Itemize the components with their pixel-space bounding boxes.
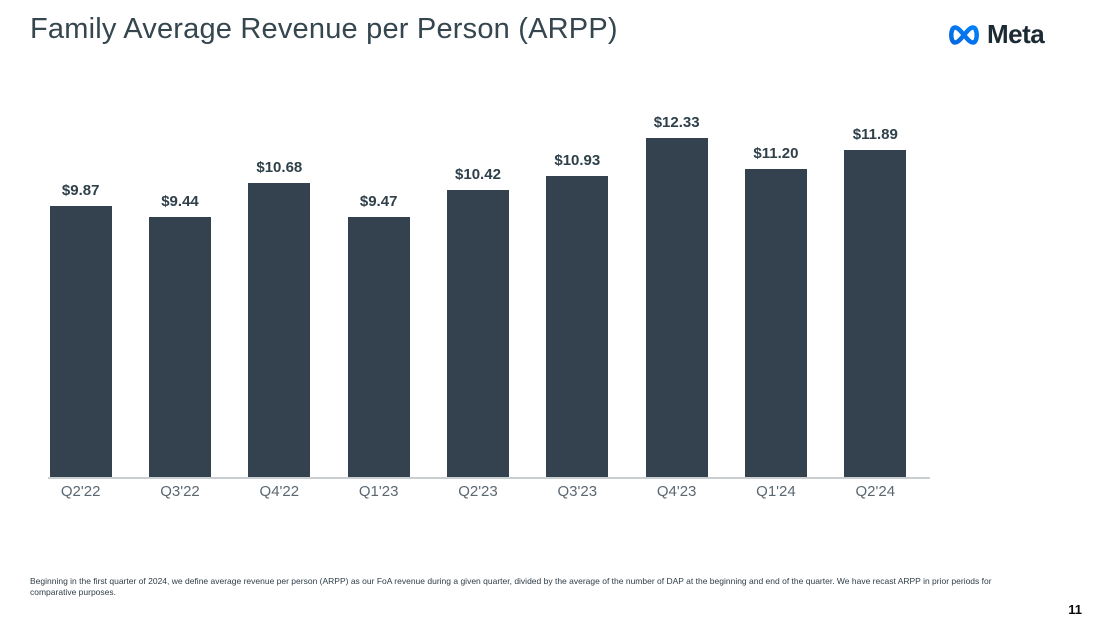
meta-infinity-icon (949, 24, 979, 45)
x-axis-tick-label: Q1'24 (756, 483, 796, 500)
meta-logo: Meta (946, 19, 1045, 50)
bar-value-label: $10.93 (554, 152, 601, 169)
bar-column: $9.87 (31, 97, 130, 477)
bar-value-label: $12.33 (653, 114, 700, 131)
bar-column: $11.89 (826, 97, 925, 477)
bar-value-label: $11.20 (753, 145, 799, 162)
bar (148, 217, 211, 477)
bar-value-label: $10.42 (455, 166, 501, 183)
footnote: Beginning in the first quarter of 2024, … (30, 576, 992, 598)
bar-value-label: $9.47 (359, 193, 398, 210)
bar-column: $9.47 (329, 97, 428, 477)
arpp-bar-chart: $9.87 $9.44 $10.68 $9.47 $10.42 $10.93 $12.33 $… (31, 97, 925, 477)
bar (645, 138, 708, 477)
bar-column: $9.44 (130, 97, 229, 477)
bar-value-label: $11.89 (852, 126, 898, 143)
bar-value-label: $9.44 (161, 193, 199, 210)
bar-value-label: $10.68 (256, 159, 303, 176)
x-axis-tick-label: Q3'23 (557, 483, 598, 500)
page-title: Family Average Revenue per Person (ARPP) (30, 13, 618, 45)
page-number: 11 (1068, 602, 1082, 617)
bar (546, 176, 609, 477)
bar (744, 169, 807, 477)
bar-column: $10.42 (428, 97, 527, 477)
x-axis-tick-label: Q2'24 (855, 483, 896, 500)
x-axis-tick-label: Q1'23 (358, 483, 399, 500)
bar (248, 183, 311, 477)
x-axis-tick-label: Q4'23 (656, 483, 697, 500)
x-axis-line (48, 477, 930, 479)
x-axis-tick-label: Q2'23 (458, 483, 498, 500)
bar (446, 190, 509, 477)
bar-column: $11.20 (726, 97, 825, 477)
meta-wordmark: Meta (987, 19, 1045, 49)
bar-column: $12.33 (627, 97, 726, 477)
bar (844, 150, 907, 477)
bar-column: $10.93 (528, 97, 627, 477)
x-axis-tick-label: Q3'22 (160, 483, 200, 500)
bar-column: $10.68 (230, 97, 329, 477)
bar (49, 206, 112, 477)
bar-value-label: $9.87 (61, 182, 100, 199)
bar (347, 217, 410, 477)
x-axis-labels: Q2'22 Q3'22 Q4'22 Q1'23 Q2'23 Q3'23 Q4'23 Q1'24… (31, 483, 925, 500)
x-axis-tick-label: Q2'22 (60, 483, 101, 500)
x-axis-tick-label: Q4'22 (259, 483, 300, 500)
